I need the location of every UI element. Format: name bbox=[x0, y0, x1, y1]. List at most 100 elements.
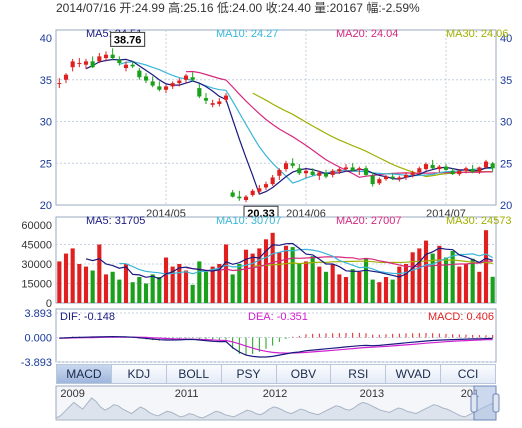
volume-bar bbox=[403, 264, 409, 303]
volume-y-tick: 45000 bbox=[21, 240, 52, 252]
volume-ma-legend: MA10: 30707 bbox=[216, 215, 281, 227]
indicator-tabs: MACD KDJ BOLL PSY OBV RSI WVAD CCI bbox=[56, 364, 496, 384]
candle-body bbox=[263, 184, 269, 188]
candle-body bbox=[290, 163, 295, 166]
overview-drag-handle[interactable] bbox=[470, 393, 478, 413]
volume-bar bbox=[283, 245, 289, 303]
dif-line bbox=[59, 335, 493, 358]
price-extreme-box bbox=[110, 31, 146, 47]
tab-macd[interactable]: MACD bbox=[57, 365, 112, 383]
tab-wvad[interactable]: WVAD bbox=[386, 365, 442, 383]
overview-drag-handle[interactable] bbox=[492, 393, 500, 413]
candle-body bbox=[123, 64, 129, 69]
price-ma-legend: MA30: 24.06 bbox=[446, 28, 508, 40]
quote-date: 2014/07/16 bbox=[56, 1, 117, 15]
candle-body bbox=[163, 86, 169, 90]
tab-rsi[interactable]: RSI bbox=[331, 365, 387, 383]
tab-psy[interactable]: PSY bbox=[221, 365, 277, 383]
candle-body bbox=[383, 176, 389, 180]
volume-bar bbox=[143, 283, 149, 303]
tab-obv[interactable]: OBV bbox=[276, 365, 332, 383]
candle-body bbox=[330, 170, 335, 175]
candle-body bbox=[430, 164, 435, 169]
candle-body bbox=[370, 175, 375, 185]
candle-body bbox=[223, 95, 229, 100]
volume-bar bbox=[483, 230, 489, 303]
volume-bar bbox=[383, 277, 389, 303]
candle-body bbox=[477, 167, 482, 172]
volume-bar bbox=[263, 239, 269, 303]
candle-body bbox=[83, 61, 89, 65]
volume-bar bbox=[190, 284, 195, 303]
price-y-tick-left: 25 bbox=[40, 158, 52, 170]
candle-body bbox=[297, 168, 302, 174]
price-y-tick-right: 20 bbox=[500, 200, 512, 212]
tab-cci[interactable]: CCI bbox=[441, 365, 495, 383]
candle-body bbox=[57, 83, 62, 85]
volume-bar bbox=[257, 248, 262, 303]
candle-body bbox=[90, 61, 95, 68]
volume-bar bbox=[337, 274, 342, 303]
volume-bar bbox=[97, 244, 102, 303]
quote-low: 低:24.00 bbox=[216, 1, 263, 15]
volume-ma-legend: MA5: 31705 bbox=[86, 215, 145, 227]
candle-body bbox=[450, 170, 455, 175]
quote-volume: 量:20167 bbox=[314, 1, 363, 15]
volume-bar bbox=[317, 266, 322, 303]
candle-body bbox=[283, 163, 289, 170]
volume-bar bbox=[377, 282, 382, 303]
price-y-tick-right: 40 bbox=[500, 33, 512, 45]
volume-bar bbox=[250, 253, 255, 303]
volume-bar bbox=[457, 266, 462, 303]
volume-bar bbox=[390, 279, 395, 303]
volume-bar bbox=[410, 252, 415, 303]
overview-year-label: 2012 bbox=[263, 388, 287, 400]
candle-body bbox=[103, 54, 109, 59]
price-y-tick-right: 30 bbox=[500, 117, 512, 129]
candle-body bbox=[357, 168, 362, 170]
candle-body bbox=[483, 161, 489, 168]
candle-body bbox=[197, 88, 202, 97]
candle-body bbox=[257, 188, 262, 192]
candle-body bbox=[470, 169, 475, 172]
macd-y-tick: 0.000 bbox=[24, 333, 52, 345]
volume-bar bbox=[137, 277, 142, 303]
volume-bar bbox=[370, 279, 375, 303]
candle-body bbox=[143, 76, 149, 81]
price-ma-legend: MA10: 24.27 bbox=[216, 28, 278, 40]
candle-body bbox=[303, 170, 309, 174]
overview-year-label: 2013 bbox=[360, 388, 384, 400]
tab-kdj[interactable]: KDJ bbox=[111, 365, 167, 383]
macd-value-legend: MACD: 0.406 bbox=[428, 311, 494, 323]
volume-y-tick: 60000 bbox=[21, 220, 52, 232]
volume-bar bbox=[63, 253, 69, 303]
volume-bar bbox=[210, 266, 215, 303]
volume-bar bbox=[237, 264, 242, 303]
price-ma-legend: MA20: 24.04 bbox=[336, 28, 398, 40]
volume-ma-legend: MA20: 27007 bbox=[336, 215, 401, 227]
quote-open: 开:24.99 bbox=[119, 1, 165, 15]
candle-body bbox=[377, 179, 382, 184]
candle-body bbox=[63, 74, 69, 80]
ma5-line bbox=[85, 58, 493, 195]
volume-bar bbox=[157, 277, 162, 303]
candle-body bbox=[310, 171, 315, 175]
volume-bar bbox=[437, 245, 442, 303]
candle-body bbox=[203, 98, 209, 101]
volume-bar bbox=[177, 264, 182, 303]
volume-bar bbox=[197, 261, 202, 303]
volume-bar bbox=[130, 282, 135, 303]
macd-y-tick: 3.893 bbox=[24, 308, 52, 320]
candle-body bbox=[350, 167, 355, 171]
candle-body bbox=[183, 75, 189, 80]
price-y-tick-left: 40 bbox=[40, 33, 52, 45]
volume-y-tick: 15000 bbox=[21, 279, 52, 291]
candle-body bbox=[270, 177, 275, 185]
candle-body bbox=[170, 83, 175, 87]
volume-bar bbox=[357, 271, 362, 303]
tab-boll[interactable]: BOLL bbox=[166, 365, 222, 383]
macd-dif-legend: DIF: -0.148 bbox=[60, 311, 115, 323]
candle-body bbox=[243, 196, 249, 200]
volume-panel: 0 15000 30000 45000 60000 MA5: 31705 MA10: 307… bbox=[21, 215, 511, 310]
